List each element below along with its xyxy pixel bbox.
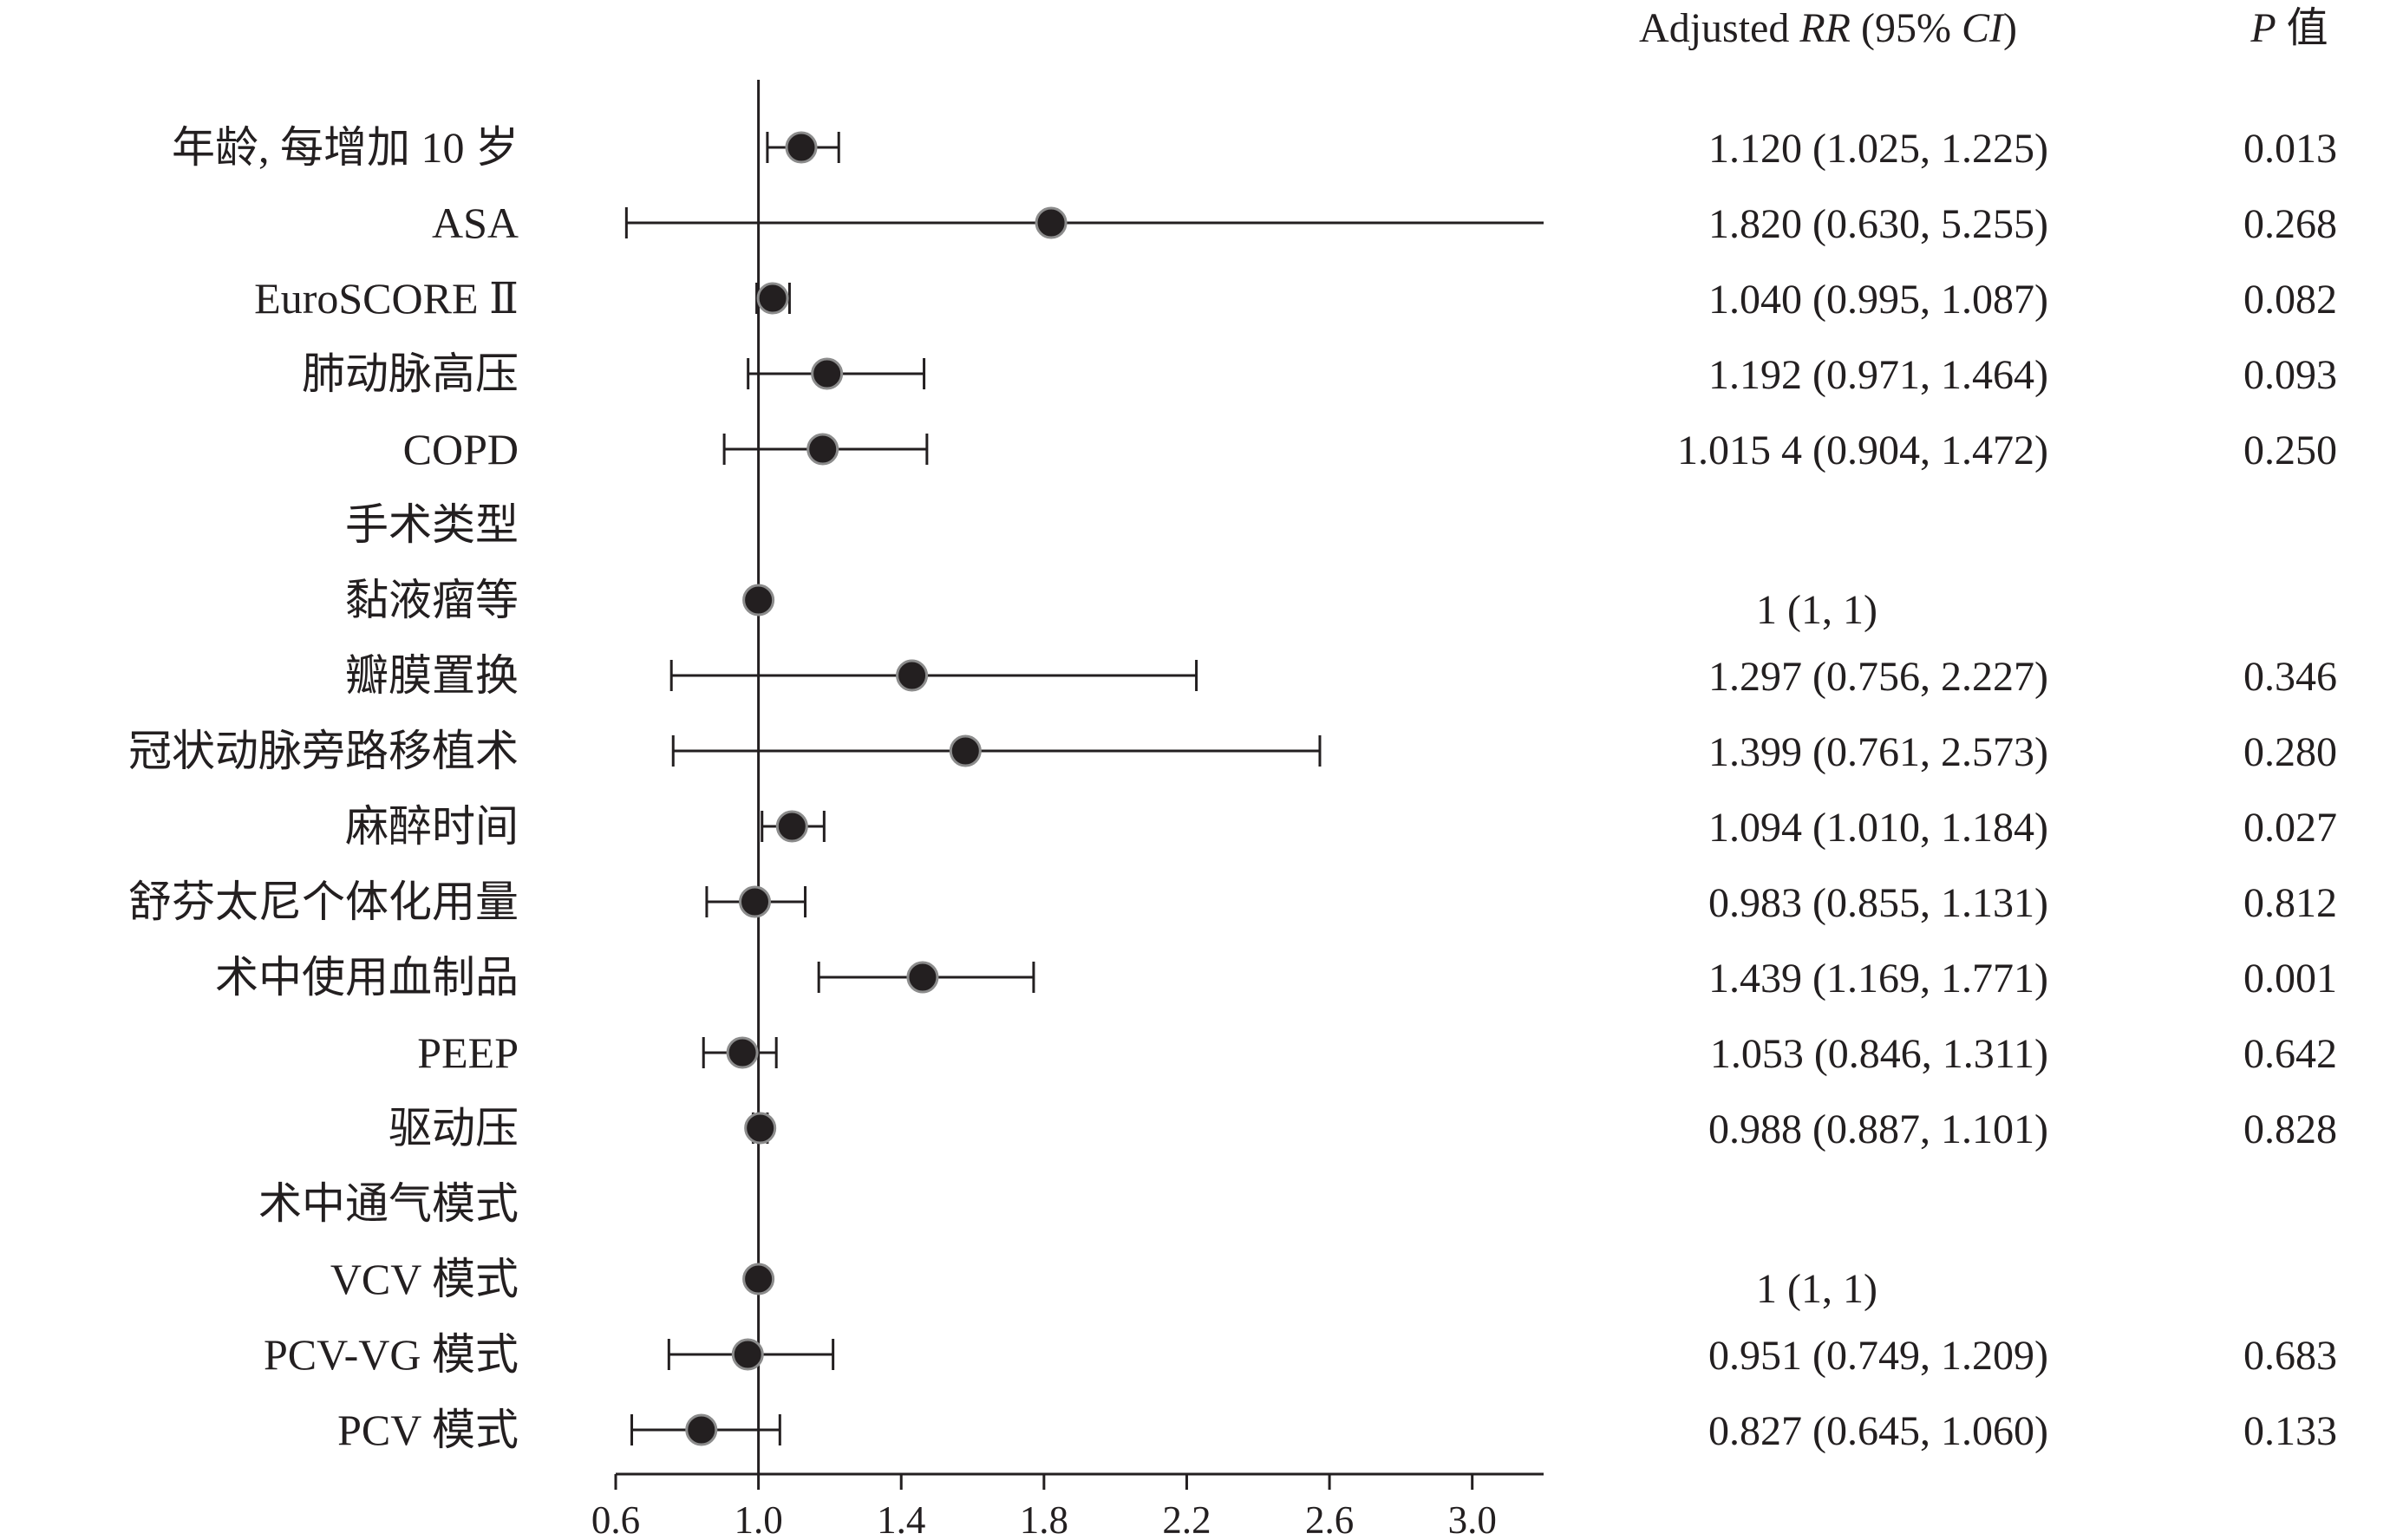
- point-estimate-marker: [726, 1036, 759, 1069]
- rr-ci-value: 0.988 (0.887, 1.101): [1708, 1106, 2048, 1152]
- row-label: 瓣膜置换: [345, 651, 519, 700]
- row-label: 术中使用血制品: [215, 953, 519, 1002]
- row-label: PCV-VG 模式: [264, 1330, 519, 1379]
- p-value: 0.001: [2243, 956, 2337, 1002]
- point-estimate-marker: [742, 1263, 775, 1295]
- p-value: 0.093: [2243, 352, 2337, 398]
- row-label: 冠状动脉旁路移植术: [128, 727, 519, 775]
- row-label: COPD: [403, 425, 519, 473]
- p-header-suffix: 值: [2276, 5, 2328, 51]
- rr-ci-value: 0.827 (0.645, 1.060): [1708, 1408, 2048, 1454]
- p-value: 0.027: [2243, 805, 2337, 851]
- rr-ci-value: 1.040 (0.995, 1.087): [1708, 277, 2048, 323]
- table-header: Adjusted RR (95% CI) P 值: [1639, 5, 2328, 51]
- rr-header-suffix: ): [2003, 5, 2017, 51]
- rr-ci-value: 1.439 (1.169, 1.771): [1708, 956, 2048, 1002]
- row-label: 驱动压: [389, 1104, 519, 1152]
- p-value: 0.133: [2243, 1408, 2337, 1454]
- rr-ci-value: 1 (1, 1): [1756, 587, 1877, 633]
- rr-header-mid: (95%: [1851, 5, 1962, 51]
- row-label: EuroSCORE Ⅱ: [254, 274, 519, 323]
- point-estimate-marker: [756, 282, 789, 315]
- point-estimate-marker: [896, 659, 929, 692]
- x-tick-label: 1.4: [877, 1498, 925, 1540]
- x-tick-label: 2.6: [1305, 1498, 1354, 1540]
- rr-header-italic: RR: [1799, 5, 1851, 51]
- row-label: PCV 模式: [337, 1406, 519, 1454]
- p-value: 0.013: [2243, 126, 2337, 172]
- rr-header-ci: CI: [1962, 5, 2005, 51]
- row-label: 年龄, 每增加 10 岁: [172, 123, 519, 172]
- p-value: 0.812: [2243, 880, 2337, 926]
- point-estimate-marker: [1035, 206, 1068, 239]
- rr-ci-value: 0.951 (0.749, 1.209): [1708, 1333, 2048, 1379]
- row-label: 麻醉时间: [345, 802, 519, 851]
- rr-ci-value: 1.053 (0.846, 1.311): [1710, 1031, 2048, 1077]
- rr-ci-value: 1.297 (0.756, 2.227): [1708, 654, 2048, 700]
- p-value: 0.250: [2243, 427, 2337, 473]
- rr-ci-value: 0.983 (0.855, 1.131): [1708, 880, 2048, 926]
- row-label: PEEP: [417, 1028, 519, 1077]
- point-estimate-marker: [806, 433, 839, 466]
- point-estimate-marker: [744, 1112, 777, 1145]
- p-value: 0.268: [2243, 201, 2337, 247]
- p-value: 0.683: [2243, 1333, 2337, 1379]
- rr-ci-value: 1.120 (1.025, 1.225): [1708, 126, 2048, 172]
- row-label: 肺动脉高压: [302, 349, 519, 398]
- point-estimate-marker: [785, 131, 818, 164]
- point-estimate-marker: [739, 885, 771, 918]
- point-estimate-marker: [949, 734, 982, 767]
- rr-ci-value: 1.015 4 (0.904, 1.472): [1677, 427, 2048, 473]
- x-tick-label: 3.0: [1448, 1498, 1497, 1540]
- row-label: 手术类型: [345, 500, 519, 549]
- x-tick-label: 1.0: [734, 1498, 782, 1540]
- p-value: 0.828: [2243, 1106, 2337, 1152]
- p-value: 0.280: [2243, 729, 2337, 775]
- p-column-header: P 值: [2250, 5, 2328, 51]
- x-tick-label: 2.2: [1162, 1498, 1211, 1540]
- row-label: 黏液瘤等: [345, 576, 519, 624]
- p-value: 0.346: [2243, 654, 2337, 700]
- p-value: 0.642: [2243, 1031, 2337, 1077]
- rr-header-prefix: Adjusted: [1639, 5, 1799, 51]
- rr-ci-value: 1.399 (0.761, 2.573): [1708, 729, 2048, 775]
- p-header-italic: P: [2250, 5, 2276, 51]
- row-label: 术中通气模式: [258, 1179, 519, 1228]
- point-estimate-marker: [731, 1338, 764, 1371]
- p-value: 0.082: [2243, 277, 2337, 323]
- rr-ci-value: 1.094 (1.010, 1.184): [1708, 805, 2048, 851]
- rr-ci-value: 1 (1, 1): [1756, 1266, 1877, 1312]
- rr-ci-value: 1.820 (0.630, 5.255): [1708, 201, 2048, 247]
- point-estimate-marker: [906, 961, 939, 994]
- row-label: ASA: [432, 199, 519, 247]
- rr-ci-value: 1.192 (0.971, 1.464): [1708, 352, 2048, 398]
- point-estimate-marker: [775, 810, 808, 843]
- point-estimate-marker: [811, 357, 844, 390]
- point-estimate-marker: [742, 584, 775, 617]
- x-axis: 0.6 1.0 1.4 1.8 2.2 2.6 3.0: [591, 80, 1544, 1540]
- forest-rows: 年龄, 每增加 10 岁 1.120 (1.025, 1.225) 0.013 ASA…: [128, 123, 2337, 1454]
- row-label: 舒芬太尼个体化用量: [128, 878, 519, 926]
- point-estimate-marker: [685, 1413, 718, 1446]
- rr-column-header: Adjusted RR (95% CI): [1639, 5, 2017, 51]
- row-label: VCV 模式: [330, 1255, 519, 1303]
- x-tick-label: 1.8: [1020, 1498, 1068, 1540]
- x-tick-label: 0.6: [591, 1498, 640, 1540]
